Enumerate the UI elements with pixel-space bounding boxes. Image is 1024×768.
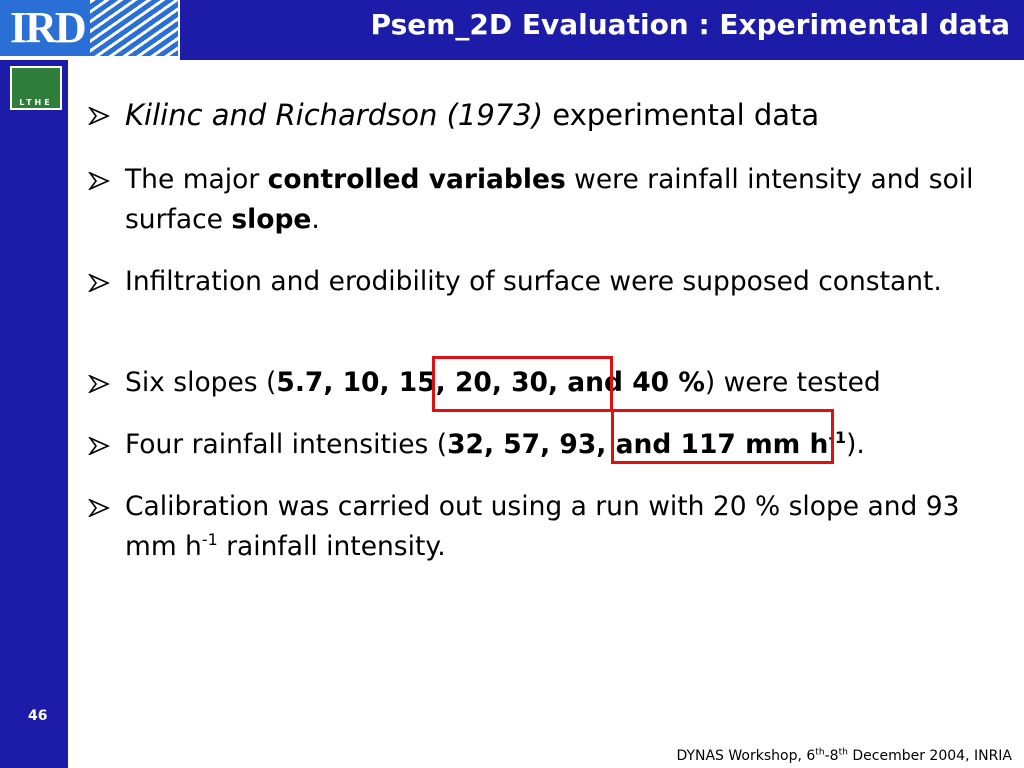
text: The major (125, 164, 268, 195)
superscript: -1 (201, 530, 218, 550)
bullet-text: The major controlled variables were rain… (125, 160, 988, 240)
bullet: Kilinc and Richardson (1973) experimenta… (88, 95, 988, 137)
bullet: Calibration was carried out using a run … (88, 487, 988, 567)
bullet: Infiltration and erodibility of surface … (88, 262, 988, 302)
lthe-logo: LTHE (10, 66, 62, 110)
text: 32, 57, 93, and 117 mm h (447, 429, 829, 460)
text: Calibration was carried out using a run … (125, 491, 960, 562)
text: rainfall intensity. (217, 531, 446, 562)
text: experimental data (543, 98, 820, 132)
bullet-text: Calibration was carried out using a run … (125, 487, 988, 567)
text: -8 (824, 748, 839, 764)
text: 5.7, 10, 15, 20, 30, and 40 % (276, 367, 705, 398)
bullet-text: Infiltration and erodibility of surface … (125, 262, 988, 302)
footer: DYNAS Workshop, 6th-8th December 2004, I… (676, 748, 1012, 764)
bullet-arrow (88, 107, 110, 125)
text: Infiltration and erodibility of surface … (125, 266, 942, 297)
bullet-arrow (88, 274, 110, 292)
text: slope (231, 204, 312, 235)
title-bar (180, 0, 1024, 60)
highlight-box (611, 409, 834, 464)
text: Kilinc and Richardson (1973) (125, 98, 544, 132)
bullet-arrow (88, 375, 110, 393)
bullet: The major controlled variables were rain… (88, 160, 988, 240)
bullet-arrow (88, 172, 110, 190)
bullet: Six slopes (5.7, 10, 15, 20, 30, and 40 … (88, 363, 988, 403)
text: controlled variables (267, 164, 566, 195)
superscript: th (838, 747, 848, 758)
bullet-arrow (88, 499, 110, 517)
text: were rainfall intensity and soil surface (125, 164, 974, 235)
highlight-box (432, 356, 613, 412)
logo-stripes (90, 0, 178, 56)
text: Six slopes ( (125, 367, 277, 398)
ird-logo: IRD (0, 0, 178, 56)
side-bar (0, 60, 68, 768)
page-number: 46 (28, 708, 48, 724)
bullet-arrow (88, 437, 110, 455)
bullet-text: Six slopes (5.7, 10, 15, 20, 30, and 40 … (125, 363, 988, 403)
text: ). (846, 429, 865, 460)
logo-text: IRD (10, 3, 87, 52)
text: December 2004, INRIA (847, 748, 1012, 764)
text: ) were tested (704, 367, 881, 398)
bullet: Four rainfall intensities (32, 57, 93, a… (88, 425, 988, 465)
text: Four rainfall intensities ( (125, 429, 448, 460)
slide-title: Psem_2D Evaluation : Experimental data (370, 8, 1010, 41)
text: . (311, 204, 320, 235)
text: DYNAS Workshop, 6 (676, 748, 816, 764)
bullet-text: Four rainfall intensities (32, 57, 93, a… (125, 425, 988, 465)
bullet-text: Kilinc and Richardson (1973) experimenta… (125, 95, 988, 137)
superscript: th (815, 747, 825, 758)
